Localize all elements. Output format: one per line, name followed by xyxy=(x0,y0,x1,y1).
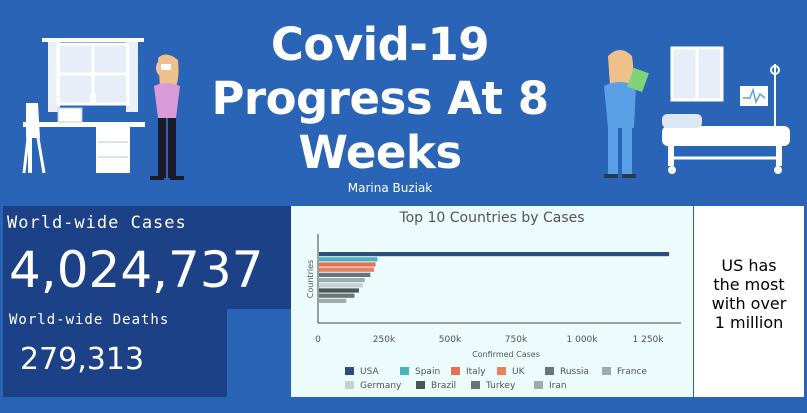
legend-swatch-iran xyxy=(534,381,543,389)
note-line-2: the most xyxy=(713,275,785,294)
cases-label: World-wide Cases xyxy=(7,213,187,233)
legend-label-france: France xyxy=(617,367,647,377)
deaths-label: World-wide Deaths xyxy=(9,312,170,328)
y-axis-label: Countries xyxy=(306,260,315,298)
bar-iran xyxy=(319,298,347,303)
bottom-strip xyxy=(0,397,807,413)
note-line-1: US has xyxy=(721,256,777,275)
title-line-3: Weeks xyxy=(298,126,462,179)
legend-label-germany: Germany xyxy=(360,381,402,391)
deaths-value: 279,313 xyxy=(20,342,145,377)
x-axis-label: Confirmed Cases xyxy=(472,350,540,359)
bar-brazil xyxy=(319,288,359,293)
top-countries-chart-panel: Top 10 Countries by Cases 0 250k 500k 750k 1 … xyxy=(291,206,693,397)
bar-russia xyxy=(319,272,371,277)
cases-value: 4,024,737 xyxy=(9,241,264,299)
note-panel: US has the most with over 1 million xyxy=(694,206,804,397)
bar-turkey xyxy=(319,293,355,298)
author-name: Marina Buziak xyxy=(347,181,433,195)
note-text: US has the most with over 1 million xyxy=(694,256,804,332)
bar-usa xyxy=(319,252,670,257)
legend-label-russia: Russia xyxy=(560,367,589,377)
x-tick-label: 1 250k xyxy=(633,335,665,345)
bar-uk xyxy=(319,267,374,272)
legend-swatch-uk xyxy=(497,367,506,375)
office-illustration xyxy=(22,38,184,180)
legend-label-brazil: Brazil xyxy=(431,381,456,391)
note-line-3: with over xyxy=(711,294,787,313)
legend-swatch-usa xyxy=(345,367,354,375)
legend-swatch-italy xyxy=(451,367,460,375)
legend-swatch-france xyxy=(602,367,611,375)
deaths-panel: World-wide Deaths 279,313 xyxy=(3,309,227,397)
legend-label-uk: UK xyxy=(512,367,526,377)
legend-label-usa: USA xyxy=(360,367,379,377)
legend-label-iran: Iran xyxy=(549,381,567,391)
title-line-1: Covid-19 xyxy=(270,18,490,71)
legend-label-spain: Spain xyxy=(415,367,440,377)
x-tick-label: 500k xyxy=(439,335,462,345)
legend-swatch-germany xyxy=(345,381,354,389)
legend-swatch-brazil xyxy=(416,381,425,389)
bar-italy xyxy=(319,262,376,267)
cases-panel: World-wide Cases 4,024,737 xyxy=(3,206,291,309)
x-tick-label: 250k xyxy=(373,335,396,345)
header-banner: Covid-19 Progress At 8 Weeks Marina Buzi… xyxy=(0,0,807,203)
title-line-2: Progress At 8 xyxy=(211,72,549,125)
hospital-illustration xyxy=(604,46,790,178)
page-title: Covid-19 Progress At 8 Weeks xyxy=(180,18,580,180)
note-line-4: 1 million xyxy=(714,313,784,332)
legend-label-italy: Italy xyxy=(466,367,486,377)
bar-france xyxy=(319,278,365,283)
bar-germany xyxy=(319,283,363,288)
x-tick-label: 1 000k xyxy=(567,335,599,345)
chart-title: Top 10 Countries by Cases xyxy=(398,210,584,226)
legend-swatch-russia xyxy=(545,367,554,375)
legend-label-turkey: Turkey xyxy=(485,381,516,391)
x-tick-label: 750k xyxy=(505,335,528,345)
x-tick-label: 0 xyxy=(315,335,321,345)
bar-spain xyxy=(319,257,378,262)
legend-swatch-turkey xyxy=(471,381,480,389)
legend-swatch-spain xyxy=(400,367,409,375)
top-countries-chart: Top 10 Countries by Cases 0 250k 500k 750k 1 … xyxy=(306,210,681,391)
